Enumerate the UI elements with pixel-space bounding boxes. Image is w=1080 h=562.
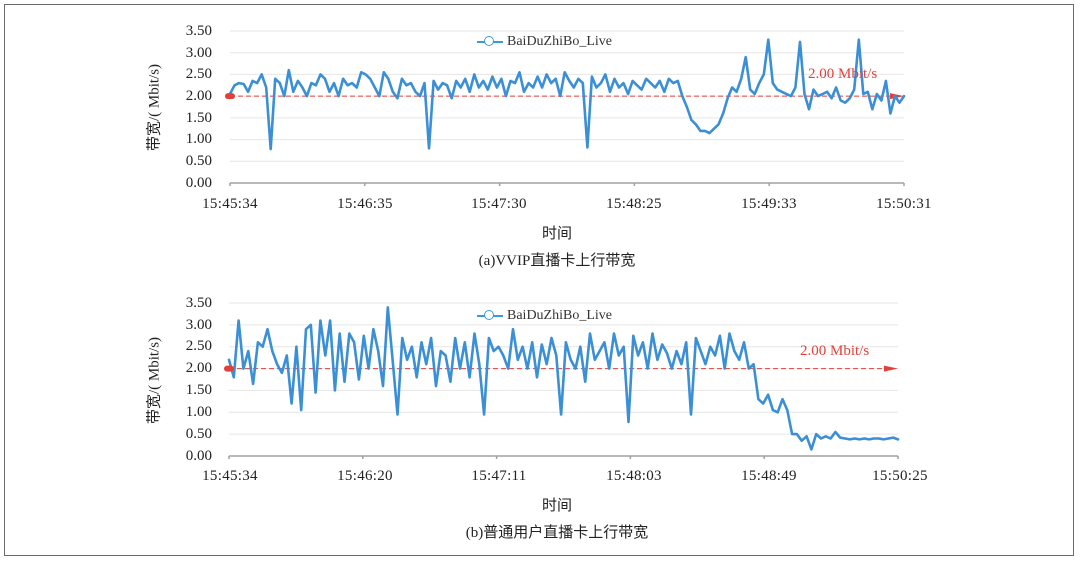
chart-caption: (b)普通用户直播卡上行带宽 [465, 525, 649, 541]
y-tick: 2.00 [185, 88, 212, 104]
y-tick: 0.00 [185, 175, 212, 191]
line-circle-marker-icon [477, 35, 503, 49]
legend-label: BaiDuZhiBo_Live [507, 34, 612, 49]
y-tick: 0.50 [185, 426, 212, 442]
y-tick: 0.50 [185, 153, 212, 169]
chart-a-vvip: 3.50 3.00 2.50 2.00 1.50 1.00 0.50 0.00 … [0, 0, 1080, 275]
x-tick: 15:48:03 [606, 468, 662, 484]
x-tick: 15:45:34 [202, 468, 258, 484]
chart-a-plot [225, 30, 906, 186]
y-tick: 1.00 [185, 404, 212, 420]
x-axis-label: 时间 [541, 226, 572, 242]
x-tick: 15:45:34 [202, 196, 258, 212]
x-axis-label: 时间 [541, 498, 572, 514]
y-tick: 3.50 [185, 295, 212, 311]
y-tick: 1.00 [185, 131, 212, 147]
x-tick: 15:46:20 [337, 468, 393, 484]
x-tick: 15:50:25 [872, 468, 928, 484]
x-tick: 15:46:35 [337, 196, 393, 212]
x-tick: 15:50:31 [876, 196, 932, 212]
chart-caption: (a)VVIP直播卡上行带宽 [478, 253, 636, 269]
chart-legend: BaiDuZhiBo_Live [477, 308, 612, 324]
y-tick: 3.00 [185, 317, 212, 333]
y-tick: 0.00 [185, 448, 212, 464]
y-tick: 2.00 [185, 360, 212, 376]
x-tick: 15:48:49 [741, 468, 797, 484]
x-tick: 15:48:25 [606, 196, 662, 212]
y-tick: 1.50 [185, 110, 212, 126]
y-tick: 2.50 [185, 338, 212, 354]
reference-annotation: 2.00 Mbit/s [808, 66, 878, 82]
legend-label: BaiDuZhiBo_Live [507, 308, 612, 323]
y-axis-label: 带宽/( Mbit/s) [146, 336, 163, 425]
y-tick: 2.50 [185, 66, 212, 82]
figure-frame [4, 4, 1074, 556]
reference-annotation: 2.00 Mbit/s [800, 343, 870, 359]
x-tick: 15:47:30 [471, 196, 527, 212]
y-tick: 1.50 [185, 382, 212, 398]
line-circle-marker-icon [477, 309, 503, 323]
y-tick: 3.50 [185, 23, 212, 39]
y-tick: 3.00 [185, 45, 212, 61]
chart-legend: BaiDuZhiBo_Live [477, 34, 612, 50]
x-tick: 15:49:33 [741, 196, 797, 212]
x-tick: 15:47:11 [471, 468, 527, 484]
